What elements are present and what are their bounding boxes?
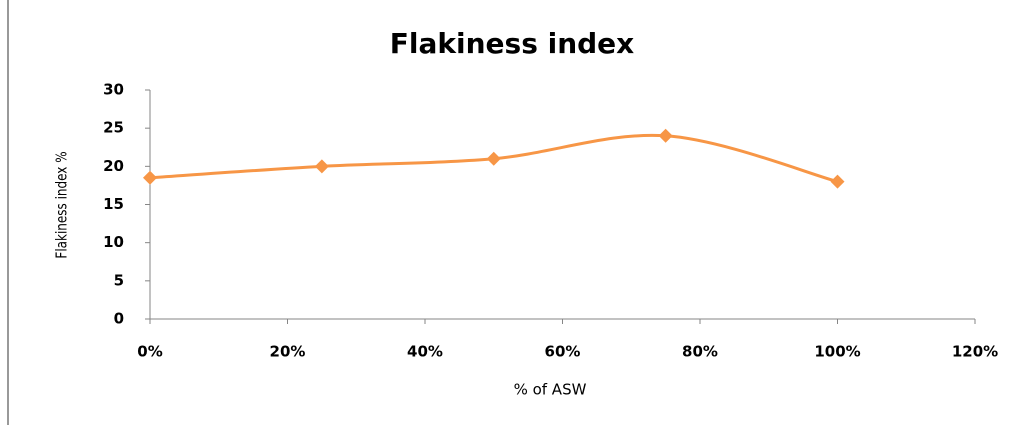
marker [143,170,157,185]
y-tick-label: 5 [114,271,124,289]
x-tick-label: 0% [137,343,162,361]
x-tick-label: 60% [545,343,581,361]
y-tick-label: 25 [103,119,124,137]
x-tick-label: 120% [952,343,998,361]
marker [486,151,501,166]
y-tick-label: 0 [114,310,124,328]
x-tick-label: 80% [682,343,718,361]
y-tick-label: 20 [103,157,124,175]
y-tick-label: 10 [103,233,124,251]
x-axis-label: % of ASW [514,381,587,399]
marker [830,174,845,189]
y-tick-label: 30 [103,81,124,99]
x-tick-label: 40% [407,343,443,361]
x-tick-label: 20% [270,343,306,361]
chart-title: Flakiness index [390,27,634,60]
marker [658,128,673,143]
y-axis-label: Flakiness index % [53,151,71,258]
x-tick-label: 100% [814,343,860,361]
marker [314,159,329,174]
y-tick-label: 15 [103,195,124,213]
